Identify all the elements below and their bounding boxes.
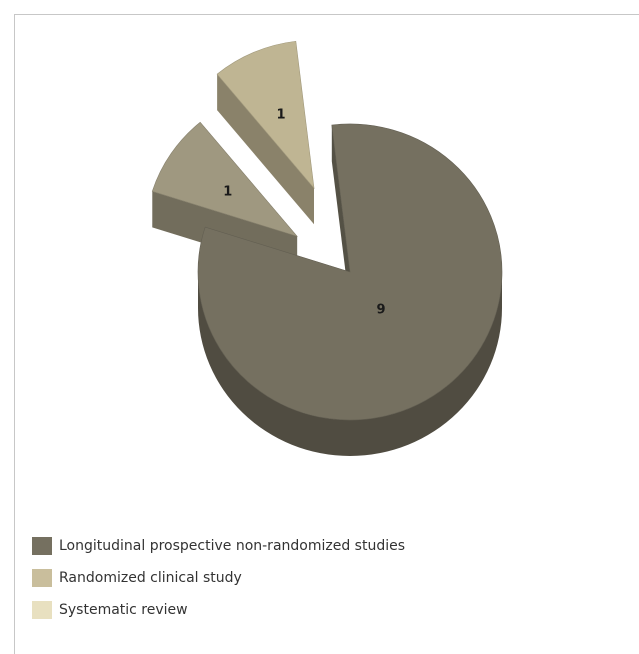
pie-slice-side <box>217 74 315 225</box>
pie-slice-top <box>216 40 315 190</box>
legend-swatch-longitudinal <box>32 537 52 555</box>
legend-label-randomized: Randomized clinical study <box>59 570 242 586</box>
legend-label-longitudinal: Longitudinal prospective non-randomized … <box>59 538 406 554</box>
data-label-longitudinal: 9 <box>376 302 385 317</box>
pie-data-labels: 9 1 1 <box>223 107 385 317</box>
legend-item-randomized: Randomized clinical study <box>32 562 405 594</box>
pie-chart: 9 1 1 <box>151 40 503 456</box>
legend-label-systematic: Systematic review <box>59 602 188 618</box>
pie-slice-longitudinal <box>197 123 503 456</box>
legend-swatch-systematic <box>32 601 52 619</box>
pie-slice-side <box>331 125 350 308</box>
pie-slice-wall <box>198 272 502 456</box>
legend: Longitudinal prospective non-randomized … <box>32 530 405 626</box>
legend-item-systematic: Systematic review <box>32 594 405 626</box>
pie-slice-systematic <box>216 40 315 225</box>
legend-item-longitudinal: Longitudinal prospective non-randomized … <box>32 530 405 562</box>
data-label-randomized: 1 <box>223 185 232 200</box>
data-label-systematic: 1 <box>277 107 286 122</box>
legend-swatch-randomized <box>32 569 52 587</box>
chart-frame <box>14 14 639 654</box>
pie-slice-top <box>197 123 503 421</box>
pie-slices <box>151 40 503 456</box>
pie-slice-top <box>151 121 298 237</box>
